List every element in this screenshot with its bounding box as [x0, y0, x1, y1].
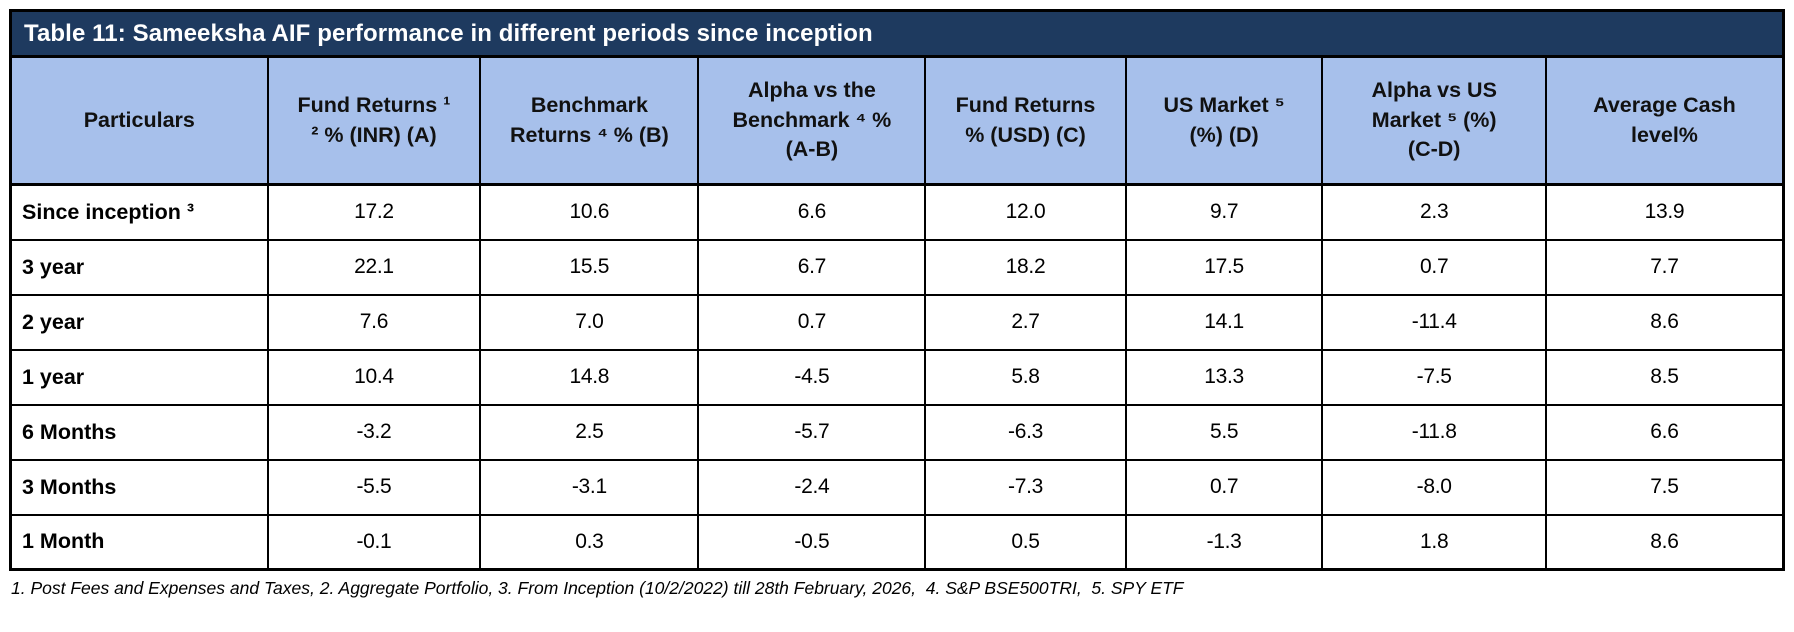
table-row-3-year: 3 year 22.1 15.5 6.7 18.2 17.5 0.7 7.7 — [9, 238, 1785, 296]
cell-value: 14.1 — [1124, 293, 1324, 351]
cell-value: 12.0 — [924, 183, 1127, 241]
cell-value: 8.6 — [1544, 293, 1785, 351]
cell-value: 7.5 — [1544, 458, 1785, 516]
cell-value: -8.0 — [1321, 458, 1547, 516]
table-row-since-inception: Since inception ³ 17.2 10.6 6.6 12.0 9.7… — [9, 183, 1785, 241]
cell-value: -5.7 — [697, 403, 927, 461]
table-footnote: 1. Post Fees and Expenses and Taxes, 2. … — [11, 578, 1184, 598]
table-row-1-year: 1 year 10.4 14.8 -4.5 5.8 13.3 -7.5 8.5 — [9, 348, 1785, 406]
table-title: Table 11: Sameeksha AIF performance in d… — [9, 9, 1785, 58]
cell-value: 1.8 — [1321, 513, 1547, 571]
cell-value: 17.2 — [266, 183, 482, 241]
table-row-1-month: 1 Month -0.1 0.3 -0.5 0.5 -1.3 1.8 8.6 — [9, 513, 1785, 571]
column-header-alpha-vs-benchmark: Alpha vs the Benchmark ⁴ % (A-B) — [697, 55, 927, 186]
column-header-average-cash-level: Average Cash level% — [1544, 55, 1785, 186]
cell-value: -3.2 — [266, 403, 482, 461]
column-header-fund-returns-usd: Fund Returns % (USD) (C) — [924, 55, 1127, 186]
table-row-6-months: 6 Months -3.2 2.5 -5.7 -6.3 5.5 -11.8 6.… — [9, 403, 1785, 461]
cell-value: -7.5 — [1321, 348, 1547, 406]
cell-value: 17.5 — [1124, 238, 1324, 296]
performance-table: Table 11: Sameeksha AIF performance in d… — [9, 9, 1785, 571]
row-label: 3 year — [9, 238, 269, 296]
table-row-3-months: 3 Months -5.5 -3.1 -2.4 -7.3 0.7 -8.0 7.… — [9, 458, 1785, 516]
cell-value: 8.5 — [1544, 348, 1785, 406]
table-row-2-year: 2 year 7.6 7.0 0.7 2.7 14.1 -11.4 8.6 — [9, 293, 1785, 351]
cell-value: 2.5 — [479, 403, 700, 461]
cell-value: 7.0 — [479, 293, 700, 351]
cell-value: 15.5 — [479, 238, 700, 296]
cell-value: -3.1 — [479, 458, 700, 516]
cell-value: -0.1 — [266, 513, 482, 571]
column-header-us-market: US Market ⁵ (%) (D) — [1124, 55, 1324, 186]
column-header-benchmark-returns: Benchmark Returns ⁴ % (B) — [479, 55, 700, 186]
cell-value: -2.4 — [697, 458, 927, 516]
cell-value: 0.5 — [924, 513, 1127, 571]
cell-value: -5.5 — [266, 458, 482, 516]
cell-value: 22.1 — [266, 238, 482, 296]
row-label: 1 year — [9, 348, 269, 406]
cell-value: 8.6 — [1544, 513, 1785, 571]
cell-value: -1.3 — [1124, 513, 1324, 571]
row-label: Since inception ³ — [9, 183, 269, 241]
cell-value: 0.7 — [697, 293, 927, 351]
cell-value: 9.7 — [1124, 183, 1324, 241]
cell-value: 0.3 — [479, 513, 700, 571]
cell-value: 6.6 — [1544, 403, 1785, 461]
row-label: 2 year — [9, 293, 269, 351]
cell-value: -11.8 — [1321, 403, 1547, 461]
cell-value: 6.7 — [697, 238, 927, 296]
cell-value: 7.6 — [266, 293, 482, 351]
cell-value: 5.8 — [924, 348, 1127, 406]
cell-value: 5.5 — [1124, 403, 1324, 461]
column-header-particulars: Particulars — [9, 55, 269, 186]
cell-value: -4.5 — [697, 348, 927, 406]
cell-value: 13.9 — [1544, 183, 1785, 241]
cell-value: 0.7 — [1321, 238, 1547, 296]
cell-value: 10.4 — [266, 348, 482, 406]
cell-value: -0.5 — [697, 513, 927, 571]
cell-value: 7.7 — [1544, 238, 1785, 296]
cell-value: 2.7 — [924, 293, 1127, 351]
cell-value: 18.2 — [924, 238, 1127, 296]
cell-value: 13.3 — [1124, 348, 1324, 406]
row-label: 6 Months — [9, 403, 269, 461]
cell-value: 10.6 — [479, 183, 700, 241]
cell-value: -11.4 — [1321, 293, 1547, 351]
column-header-fund-returns-inr: Fund Returns ¹ ² % (INR) (A) — [266, 55, 482, 186]
row-label: 1 Month — [9, 513, 269, 571]
column-header-alpha-vs-us-market: Alpha vs US Market ⁵ (%) (C-D) — [1321, 55, 1547, 186]
cell-value: 0.7 — [1124, 458, 1324, 516]
cell-value: -7.3 — [924, 458, 1127, 516]
cell-value: -6.3 — [924, 403, 1127, 461]
row-label: 3 Months — [9, 458, 269, 516]
title-row: Table 11: Sameeksha AIF performance in d… — [9, 9, 1785, 58]
cell-value: 14.8 — [479, 348, 700, 406]
cell-value: 6.6 — [697, 183, 927, 241]
cell-value: 2.3 — [1321, 183, 1547, 241]
column-header-row: Particulars Fund Returns ¹ ² % (INR) (A)… — [9, 55, 1785, 186]
